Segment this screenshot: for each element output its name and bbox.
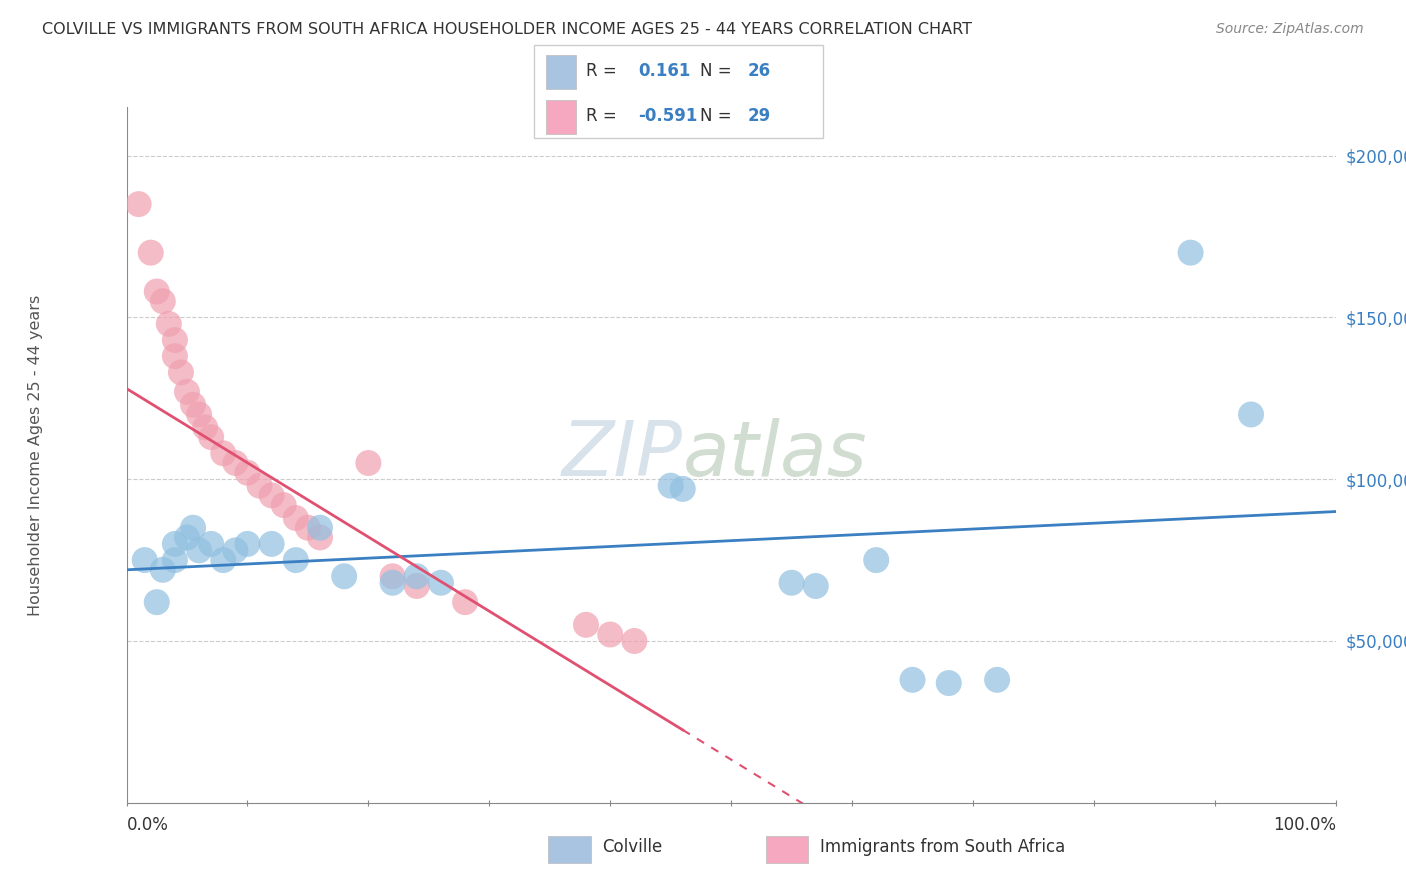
Point [284, 553, 307, 567]
Point [430, 575, 453, 590]
Text: -0.591: -0.591 [638, 107, 697, 125]
Point [357, 456, 380, 470]
Point [163, 553, 186, 567]
Point [194, 420, 217, 434]
Point [152, 563, 174, 577]
Point [152, 294, 174, 309]
Point [188, 543, 211, 558]
Point [865, 553, 887, 567]
Text: ZIP: ZIP [562, 418, 683, 491]
Point [454, 595, 477, 609]
Text: Householder Income Ages 25 - 44 years: Householder Income Ages 25 - 44 years [28, 294, 42, 615]
Text: N =: N = [700, 107, 737, 125]
Text: 29: 29 [748, 107, 772, 125]
Point [163, 349, 186, 363]
Point [405, 579, 427, 593]
Point [236, 537, 259, 551]
Text: 0.161: 0.161 [638, 62, 690, 80]
Text: atlas: atlas [683, 418, 868, 491]
Point [181, 398, 204, 412]
Point [212, 553, 235, 567]
Point [672, 482, 695, 496]
Point [1180, 245, 1202, 260]
Text: R =: R = [586, 62, 623, 80]
Text: 100.0%: 100.0% [1272, 816, 1336, 834]
Point [134, 553, 156, 567]
Point [170, 365, 193, 379]
Point [212, 446, 235, 460]
Point [381, 569, 404, 583]
Point [176, 531, 198, 545]
Point [623, 634, 645, 648]
Point [260, 537, 283, 551]
Point [157, 317, 180, 331]
Point [901, 673, 924, 687]
Point [146, 285, 169, 299]
Point [128, 197, 150, 211]
Point [284, 511, 307, 525]
Point [181, 521, 204, 535]
Point [236, 466, 259, 480]
Text: Immigrants from South Africa: Immigrants from South Africa [820, 838, 1064, 856]
Point [381, 575, 404, 590]
Point [599, 627, 621, 641]
Point [146, 595, 169, 609]
Point [163, 333, 186, 347]
Point [260, 488, 283, 502]
Point [273, 498, 295, 512]
Text: N =: N = [700, 62, 737, 80]
Point [139, 245, 162, 260]
Point [200, 430, 222, 444]
Point [188, 408, 211, 422]
Point [309, 531, 332, 545]
Text: 26: 26 [748, 62, 770, 80]
Point [333, 569, 356, 583]
Point [224, 456, 246, 470]
Point [297, 521, 319, 535]
Text: Colville: Colville [602, 838, 662, 856]
Point [224, 543, 246, 558]
Text: Source: ZipAtlas.com: Source: ZipAtlas.com [1216, 22, 1364, 37]
Point [780, 575, 803, 590]
Point [575, 617, 598, 632]
Point [1240, 408, 1263, 422]
Point [659, 478, 682, 492]
Point [200, 537, 222, 551]
Point [986, 673, 1008, 687]
Point [938, 676, 960, 690]
Point [405, 569, 427, 583]
Text: COLVILLE VS IMMIGRANTS FROM SOUTH AFRICA HOUSEHOLDER INCOME AGES 25 - 44 YEARS C: COLVILLE VS IMMIGRANTS FROM SOUTH AFRICA… [42, 22, 972, 37]
Point [249, 478, 271, 492]
Point [163, 537, 186, 551]
Text: 0.0%: 0.0% [127, 816, 169, 834]
Text: R =: R = [586, 107, 623, 125]
Point [804, 579, 827, 593]
Point [309, 521, 332, 535]
Point [176, 384, 198, 399]
